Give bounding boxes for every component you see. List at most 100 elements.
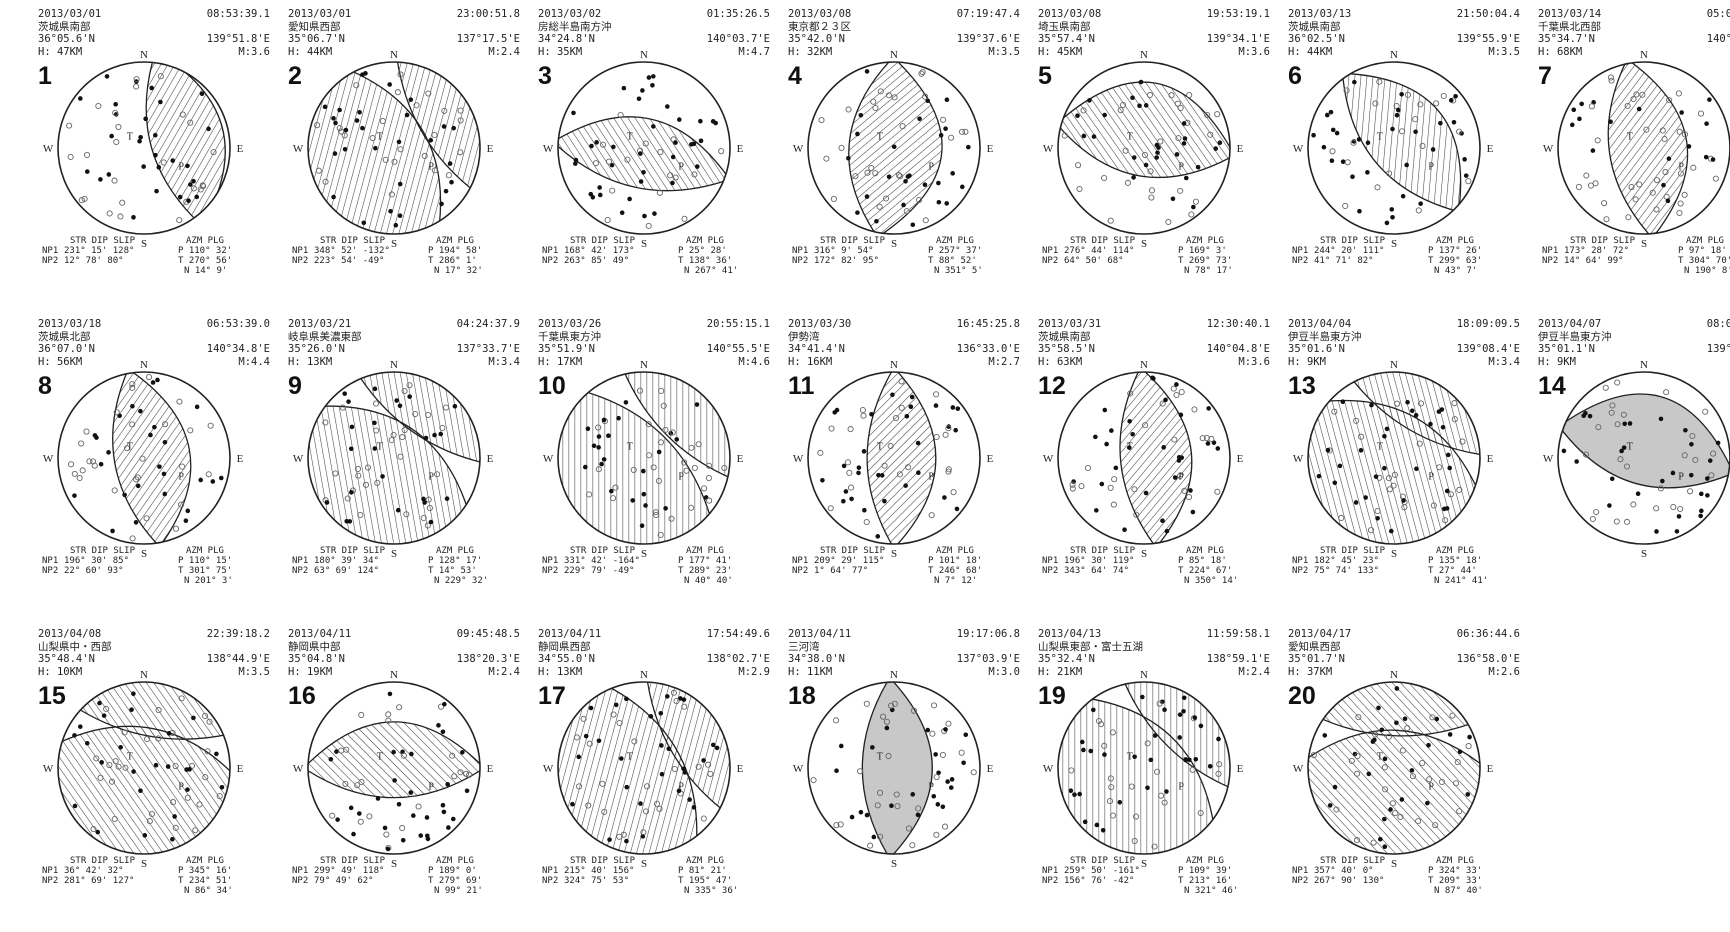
down-polarity-dot <box>1174 100 1181 107</box>
up-polarity-dot <box>1439 407 1445 412</box>
up-polarity-dot <box>714 745 720 751</box>
np1-label: NP1 <box>792 556 809 566</box>
down-polarity-dot <box>129 535 136 542</box>
compass-north: N <box>1140 49 1148 61</box>
down-polarity-dot <box>366 813 373 820</box>
np2-values: 75° 74' 133° <box>1314 566 1380 576</box>
event-number: 8 <box>38 372 52 400</box>
np2-values: 156° 76' -42° <box>1064 876 1135 886</box>
event-date: 2013/04/08 <box>38 628 102 640</box>
up-polarity-dot <box>130 403 135 409</box>
event-number: 1 <box>38 62 52 90</box>
event-mag: M:2.7 <box>988 355 1020 368</box>
up-polarity-dot <box>879 473 885 478</box>
up-polarity-dot <box>638 801 643 806</box>
down-polarity-dot <box>1456 486 1463 493</box>
compass-south: S <box>641 548 647 560</box>
up-polarity-dot <box>152 424 157 430</box>
np2-label: NP2 <box>292 256 309 266</box>
event-time: 17:54:49.6 <box>706 628 770 640</box>
up-polarity-dot <box>199 91 205 97</box>
up-polarity-dot <box>643 503 648 508</box>
p-axis-label: P <box>1178 472 1184 483</box>
down-polarity-dot <box>403 511 410 518</box>
down-polarity-dot <box>1370 839 1377 846</box>
compass-west: W <box>1043 763 1054 775</box>
event-region: 千葉県北西部 <box>1538 20 1601 33</box>
down-polarity-dot <box>119 199 126 206</box>
down-polarity-dot <box>172 824 179 831</box>
t-axis-values: T 195° 47' <box>678 876 733 886</box>
up-polarity-dot <box>571 110 576 116</box>
up-polarity-dot <box>884 725 890 731</box>
down-polarity-dot <box>604 217 611 224</box>
down-polarity-dot <box>667 172 674 179</box>
event-header: 2013/03/13 21:50:04.4 茨城県南部 36°02.5'N 139°55… <box>1288 8 1520 58</box>
up-polarity-dot <box>948 785 954 790</box>
down-polarity-dot <box>1639 91 1646 98</box>
t-axis-label: T <box>127 131 133 142</box>
nodal-plane-2 <box>352 372 480 466</box>
down-polarity-dot <box>958 749 965 756</box>
down-polarity-dot <box>315 167 322 174</box>
stereonet-circle <box>1057 61 1231 235</box>
up-polarity-dot <box>335 817 340 822</box>
down-polarity-dot <box>1653 177 1660 184</box>
t-axis-values: T 27° 44' <box>1428 566 1477 576</box>
down-polarity-dot <box>1417 400 1425 407</box>
up-polarity-dot <box>162 439 168 445</box>
np1-values: 299° 49' 118° <box>314 866 385 876</box>
compressional-quadrant <box>1608 62 1688 234</box>
up-polarity-dot <box>1332 784 1338 790</box>
down-polarity-dot <box>1419 760 1426 767</box>
down-polarity-dot <box>1338 514 1345 522</box>
down-polarity-dot <box>1617 456 1624 463</box>
up-polarity-dot <box>1340 399 1346 404</box>
up-polarity-dot <box>331 194 336 200</box>
down-polarity-dot <box>355 472 362 479</box>
down-polarity-dot <box>67 153 74 161</box>
up-polarity-dot <box>1081 133 1087 139</box>
event-mag: M:4.7 <box>738 45 770 58</box>
down-polarity-dot <box>1419 142 1426 149</box>
up-polarity-dot <box>915 440 921 446</box>
down-polarity-dot <box>838 144 845 151</box>
up-polarity-dot <box>891 144 897 150</box>
up-polarity-dot <box>131 215 136 220</box>
up-polarity-dot <box>138 134 143 140</box>
event-region: 静岡県中部 <box>288 640 341 653</box>
event-depth: H: 68KM <box>1538 45 1583 58</box>
p-axis-label: P <box>428 782 434 793</box>
stereonet-circle <box>1057 371 1231 545</box>
np1-label: NP1 <box>42 556 59 566</box>
n-axis-values: N 201° 3' <box>184 576 233 586</box>
stereonet-circle <box>57 61 231 235</box>
compass-north: N <box>640 359 648 371</box>
up-polarity-dot <box>157 464 162 469</box>
parameter-table: STR DIP SLIP AZM PLG NP1 196° 30' 119° P 85°… <box>1042 546 1270 586</box>
down-polarity-dot <box>669 429 676 436</box>
t-axis-label: T <box>1377 131 1383 142</box>
up-polarity-dot <box>1666 156 1672 161</box>
up-polarity-dot <box>137 138 142 144</box>
down-polarity-dot <box>1376 78 1383 85</box>
event-lon: 136°58.0'E <box>1456 653 1520 665</box>
compass-east: E <box>1487 763 1494 775</box>
up-polarity-dot <box>1376 705 1381 711</box>
event-mag: M:3.5 <box>238 665 270 678</box>
nodal-plane-2 <box>1058 123 1230 179</box>
up-polarity-dot <box>1390 215 1395 220</box>
event-number: 18 <box>788 682 816 710</box>
event-time: 05:02:57.3 <box>1706 8 1730 20</box>
np1-values: 36° 42' 32° <box>64 866 124 876</box>
up-polarity-dot <box>1467 734 1472 740</box>
down-polarity-dot <box>1348 757 1355 764</box>
up-polarity-dot <box>1130 431 1135 437</box>
down-polarity-dot <box>1399 747 1406 754</box>
down-polarity-dot <box>905 825 912 832</box>
event-panel-11: 2013/03/30 16:45:25.8 伊勢湾 34°41.4'N 136°33.0… <box>780 318 1028 618</box>
np2-label: NP2 <box>542 876 559 886</box>
